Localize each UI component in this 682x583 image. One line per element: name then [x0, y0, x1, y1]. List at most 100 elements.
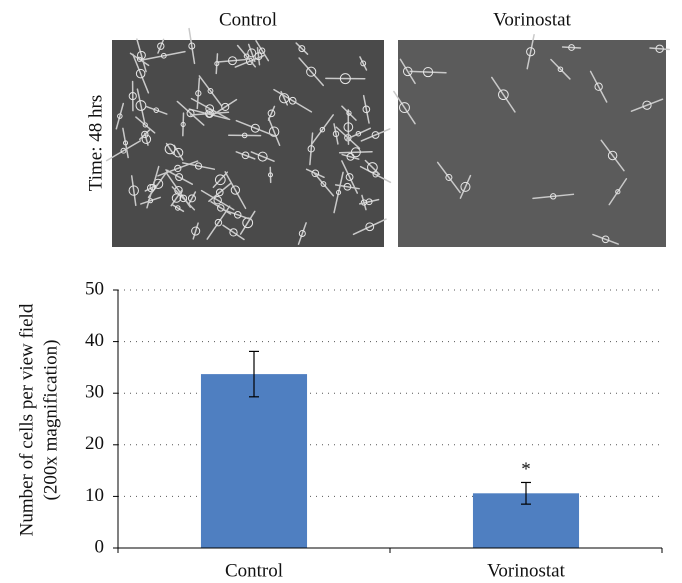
- cell-process: [630, 98, 664, 112]
- cell-body: [188, 42, 196, 50]
- cell-body: [254, 52, 263, 61]
- error-bar: [521, 481, 531, 505]
- cell-process: [333, 171, 344, 214]
- bar: [200, 374, 308, 548]
- cell-body: [153, 107, 160, 113]
- annotation: *: [521, 459, 531, 480]
- cell-body: [215, 188, 224, 197]
- cell-body: [422, 66, 434, 78]
- cell-process: [122, 127, 129, 159]
- cell-body: [367, 162, 378, 173]
- cell-process: [182, 112, 185, 137]
- cell-process: [267, 117, 281, 147]
- cell-process: [359, 165, 392, 184]
- cell-body: [191, 226, 201, 236]
- cell-body: [365, 222, 375, 232]
- cell-body: [228, 56, 237, 66]
- cell-process: [256, 47, 261, 66]
- cell-process: [459, 174, 472, 199]
- cell-body: [128, 91, 137, 101]
- cell-process: [239, 210, 256, 235]
- cells: [105, 27, 670, 245]
- y-tick-label: 30: [85, 382, 104, 403]
- cell-process: [399, 58, 416, 85]
- cell-process: [333, 123, 339, 145]
- cell-process: [526, 34, 535, 70]
- cell-process: [360, 128, 391, 142]
- cell-body: [257, 151, 268, 162]
- cell-process: [341, 153, 360, 160]
- cell-process: [182, 162, 216, 170]
- cell-body: [173, 147, 184, 158]
- cell-process: [146, 165, 160, 209]
- cell-body: [214, 218, 223, 227]
- cell-body: [245, 57, 254, 66]
- cell-process: [157, 160, 199, 177]
- cell-process: [140, 196, 161, 205]
- cell-process: [341, 160, 359, 194]
- cell-body: [175, 205, 181, 211]
- cell-process: [187, 191, 197, 206]
- cell-body: [250, 123, 260, 133]
- cell-body: [371, 131, 380, 139]
- cell-body: [336, 189, 342, 196]
- cell-body: [343, 122, 354, 132]
- cell-body: [568, 44, 575, 51]
- micrograph-control: [112, 40, 384, 247]
- cell-body: [402, 66, 413, 77]
- micrograph-vorinostat: [398, 40, 666, 247]
- cell-process: [409, 70, 447, 74]
- cell-process: [550, 58, 571, 80]
- cell-process: [649, 47, 670, 51]
- cell-body: [320, 181, 327, 187]
- cell-body: [171, 193, 182, 203]
- cell-body: [187, 194, 196, 203]
- cell-body: [339, 73, 351, 85]
- cell-body: [241, 151, 250, 160]
- y-axis-label: Number of cells per view field: [16, 303, 37, 536]
- cell-process: [309, 132, 314, 166]
- cell-body: [142, 122, 148, 128]
- cell-body: [311, 169, 320, 178]
- cell-body: [175, 173, 184, 181]
- cell-body: [346, 110, 352, 116]
- cell-process: [295, 42, 309, 55]
- cell-process: [273, 88, 313, 113]
- cell-process: [215, 53, 219, 75]
- cell-body: [279, 93, 290, 104]
- cell-process: [358, 198, 380, 205]
- cell-body: [141, 130, 149, 139]
- cell-body: [135, 68, 146, 79]
- cell-process: [136, 88, 146, 123]
- cell-body: [243, 53, 250, 59]
- cell-process: [200, 189, 235, 211]
- cell-body: [174, 164, 182, 173]
- cell-body: [642, 100, 652, 110]
- cell-body: [346, 152, 355, 161]
- cell-process: [198, 75, 223, 107]
- cell-body: [141, 134, 152, 144]
- cell-body: [120, 147, 127, 154]
- cell-process: [213, 98, 238, 115]
- cell-process: [362, 94, 370, 124]
- cell-body: [164, 143, 176, 155]
- cell-process: [208, 182, 232, 202]
- cell-body: [217, 204, 225, 212]
- cell-body: [122, 140, 129, 146]
- cell-body: [550, 193, 557, 200]
- cell-body: [241, 132, 248, 139]
- cell-process: [436, 161, 461, 194]
- cell-body: [136, 56, 143, 62]
- cell-process: [144, 184, 158, 192]
- cell-body: [594, 82, 603, 91]
- y-tick-label: 50: [85, 278, 104, 299]
- cell-process: [312, 171, 335, 197]
- cell-body: [298, 230, 306, 238]
- cell-process: [105, 140, 142, 162]
- cell-process: [210, 201, 232, 215]
- cell-process: [157, 38, 165, 54]
- cell-process: [216, 58, 249, 63]
- cell-body: [445, 173, 453, 181]
